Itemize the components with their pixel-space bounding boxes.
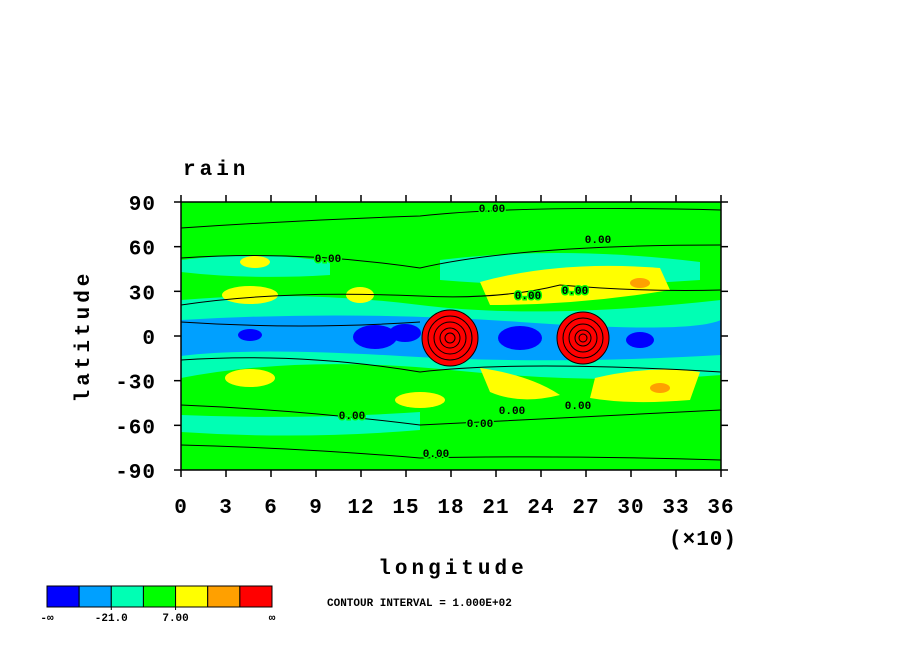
colorbar-swatch bbox=[239, 585, 273, 608]
contour-label: 0.00 bbox=[467, 419, 493, 431]
colorbar-swatch bbox=[110, 585, 144, 608]
x-tick-label: 9 bbox=[309, 497, 323, 520]
contour-label: 0.00 bbox=[499, 406, 525, 418]
contour-label: 0.00 bbox=[515, 291, 541, 303]
y-tick-label: 90 bbox=[129, 194, 156, 217]
colorbar-label: ∞ bbox=[269, 613, 276, 625]
contour-label: 0.00 bbox=[479, 204, 505, 216]
x-tick-label: 6 bbox=[264, 497, 278, 520]
x-tick-label: 0 bbox=[174, 497, 188, 520]
contour-label: 0.00 bbox=[423, 449, 449, 461]
colorbar-swatch bbox=[46, 585, 80, 608]
x-tick-label: 27 bbox=[572, 497, 599, 520]
x-tick-label: 24 bbox=[527, 497, 554, 520]
x-tick-label: 30 bbox=[617, 497, 644, 520]
contour-label: 0.00 bbox=[565, 401, 591, 413]
colorbar-label: -∞ bbox=[40, 613, 54, 625]
field bbox=[181, 202, 721, 470]
y-tick-label: 30 bbox=[129, 283, 156, 306]
contour-label: 0.00 bbox=[315, 254, 341, 266]
y-tick-label: 0 bbox=[142, 328, 156, 351]
x-axis-label: longitude bbox=[378, 558, 527, 581]
x-tick-label: 15 bbox=[392, 497, 419, 520]
x-multiplier: (×10) bbox=[669, 529, 737, 552]
y-tick-label: -30 bbox=[115, 373, 156, 396]
colorbar-label: -21.0 bbox=[95, 613, 128, 625]
colorbar-swatch bbox=[78, 585, 112, 608]
colorbar-swatch bbox=[142, 585, 177, 608]
y-tick-label: -60 bbox=[115, 417, 156, 440]
colorbar-label: 7.00 bbox=[162, 613, 188, 625]
y-tick-label: -90 bbox=[115, 462, 156, 485]
y-tick-label: 60 bbox=[129, 239, 156, 262]
x-tick-label: 36 bbox=[707, 497, 734, 520]
x-tick-label: 3 bbox=[219, 497, 233, 520]
x-tick-label: 33 bbox=[662, 497, 689, 520]
x-tick-label: 18 bbox=[437, 497, 464, 520]
colorbar-swatch bbox=[207, 585, 241, 608]
chart-title: rain bbox=[183, 159, 249, 182]
contour-label: 0.00 bbox=[339, 411, 365, 423]
x-tick-label: 21 bbox=[482, 497, 509, 520]
x-tick-label: 12 bbox=[347, 497, 374, 520]
contour-label: 0.00 bbox=[562, 286, 588, 298]
y-axis-label: latitude bbox=[73, 270, 96, 403]
contour-interval: CONTOUR INTERVAL = 1.000E+02 bbox=[327, 598, 512, 610]
colorbar-swatch bbox=[175, 585, 209, 608]
contour-label: 0.00 bbox=[585, 235, 611, 247]
